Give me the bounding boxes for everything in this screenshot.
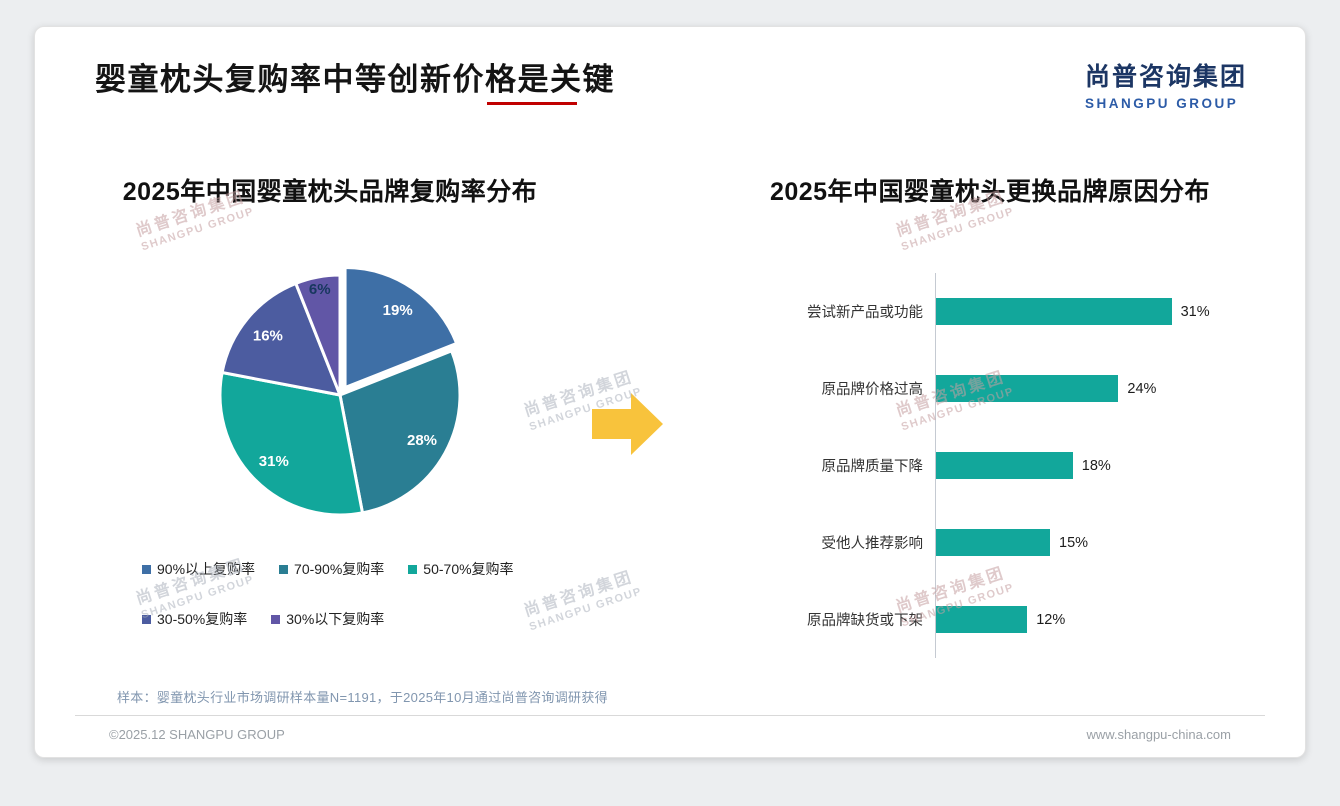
footer-divider [75,715,1265,716]
legend-swatch-icon [271,614,281,624]
pie-slice-value-label: 16% [253,327,283,344]
legend-item: 90%以上复购率 [142,559,255,579]
legend-item: 70-90%复购率 [279,559,384,579]
pie-chart-title: 2025年中国婴童枕头品牌复购率分布 [122,178,538,206]
header: 婴童枕头复购率中等创新价格是关键 尚普咨询集团 SHANGPU GROUP [35,27,1305,111]
bar-chart: 尝试新产品或功能 31% 原品牌价格过高 24% 原品牌质量下降 18% 受他人推荐影响 15… [715,273,1265,658]
pie-slice-value-label: 19% [383,302,413,319]
legend-swatch-icon [142,614,151,624]
pie-chart-section: 2025年中国婴童枕头品牌复购率分布 19% 28% 31% 16% 6% 90%以上复… [90,177,570,629]
copyright-text: ©2025.12 SHANGPU GROUP [109,727,285,742]
footer: ©2025.12 SHANGPU GROUP www.shangpu-china… [109,727,1231,742]
logo-text-cn: 尚普咨询集团 [1084,63,1247,91]
legend-swatch-icon [142,564,151,574]
legend-label: 30-50%复购率 [157,611,248,627]
bar-row: 原品牌价格过高 24% [715,350,1265,427]
legend-item: 50-70%复购率 [408,559,514,579]
pie-slice [338,349,462,515]
bar-row: 原品牌缺货或下架 12% [715,581,1265,658]
bar-category-label: 尝试新产品或功能 [807,305,923,321]
pie-slice-value-label: 28% [407,432,437,449]
pie-slice-value-label: 6% [309,281,331,298]
bar-fill [936,452,1073,479]
bar-category-label: 原品牌价格过高 [821,382,924,398]
bar-track: 12% [935,581,1265,658]
bar-fill [936,606,1028,633]
bar-value-label: 15% [1059,534,1089,551]
right-arrow-icon [591,393,663,455]
bar-value-label: 18% [1081,457,1111,474]
legend-swatch-icon [408,564,418,574]
logo-text-en: SHANGPU GROUP [1084,96,1239,111]
bar-value-label: 12% [1036,611,1066,628]
legend-label: 50-70%复购率 [423,561,514,577]
pie-slice [218,371,364,517]
bar-category-label: 原品牌质量下降 [821,459,924,475]
bar-chart-section: 2025年中国婴童枕头更换品牌原因分布 尝试新产品或功能 31% 原品牌价格过高 24… [685,177,1265,658]
pie-slice [294,273,342,397]
legend-label: 30%以下复购率 [286,611,385,627]
pie-chart: 19% 28% 31% 16% 6% [218,266,462,517]
company-logo: 尚普咨询集团 SHANGPU GROUP [1085,57,1247,111]
bar-row: 受他人推荐影响 15% [715,504,1265,581]
bar-value-label: 24% [1127,380,1157,397]
bar-row: 原品牌质量下降 18% [715,427,1265,504]
slide: 尚普咨询集团 SHANGPU GROUP 尚普咨询集团 SHANGPU GROU… [34,26,1306,758]
pie-legend: 90%以上复购率 70-90%复购率 50-70%复购率 30-50%复购率 30%以下… [90,559,560,629]
bar-fill [936,529,1050,556]
bar-category-label: 受他人推荐影响 [821,536,924,552]
pie-slice [343,266,459,390]
legend-label: 70-90%复购率 [294,561,385,577]
legend-item: 30%以下复购率 [271,609,384,629]
legend-label: 90%以上复购率 [157,561,256,577]
bar-value-label: 31% [1180,303,1210,320]
bar-track: 31% [935,273,1265,350]
bar-fill [936,375,1119,402]
page-title: 婴童枕头复购率中等创新价格是关键 [95,62,615,106]
bar-track: 15% [935,504,1265,581]
legend-swatch-icon [279,564,289,574]
bar-fill [936,298,1172,325]
bar-track: 24% [935,350,1265,427]
bar-category-label: 原品牌缺货或下架 [807,613,923,629]
sample-note: 样本：婴童枕头行业市场调研样本量N=1191，于2025年10月通过尚普咨询调研… [117,690,608,705]
legend-item: 30-50%复购率 [142,609,247,629]
pie-slice-value-label: 31% [259,453,289,470]
bar-chart-title: 2025年中国婴童枕头更换品牌原因分布 [769,178,1211,206]
arrow-column [570,177,685,456]
bar-track: 18% [935,427,1265,504]
bar-row: 尝试新产品或功能 31% [715,273,1265,350]
website-text: www.shangpu-china.com [1086,727,1231,742]
content: 2025年中国婴童枕头品牌复购率分布 19% 28% 31% 16% 6% 90%以上复… [35,111,1305,658]
pie-slice [220,281,342,397]
